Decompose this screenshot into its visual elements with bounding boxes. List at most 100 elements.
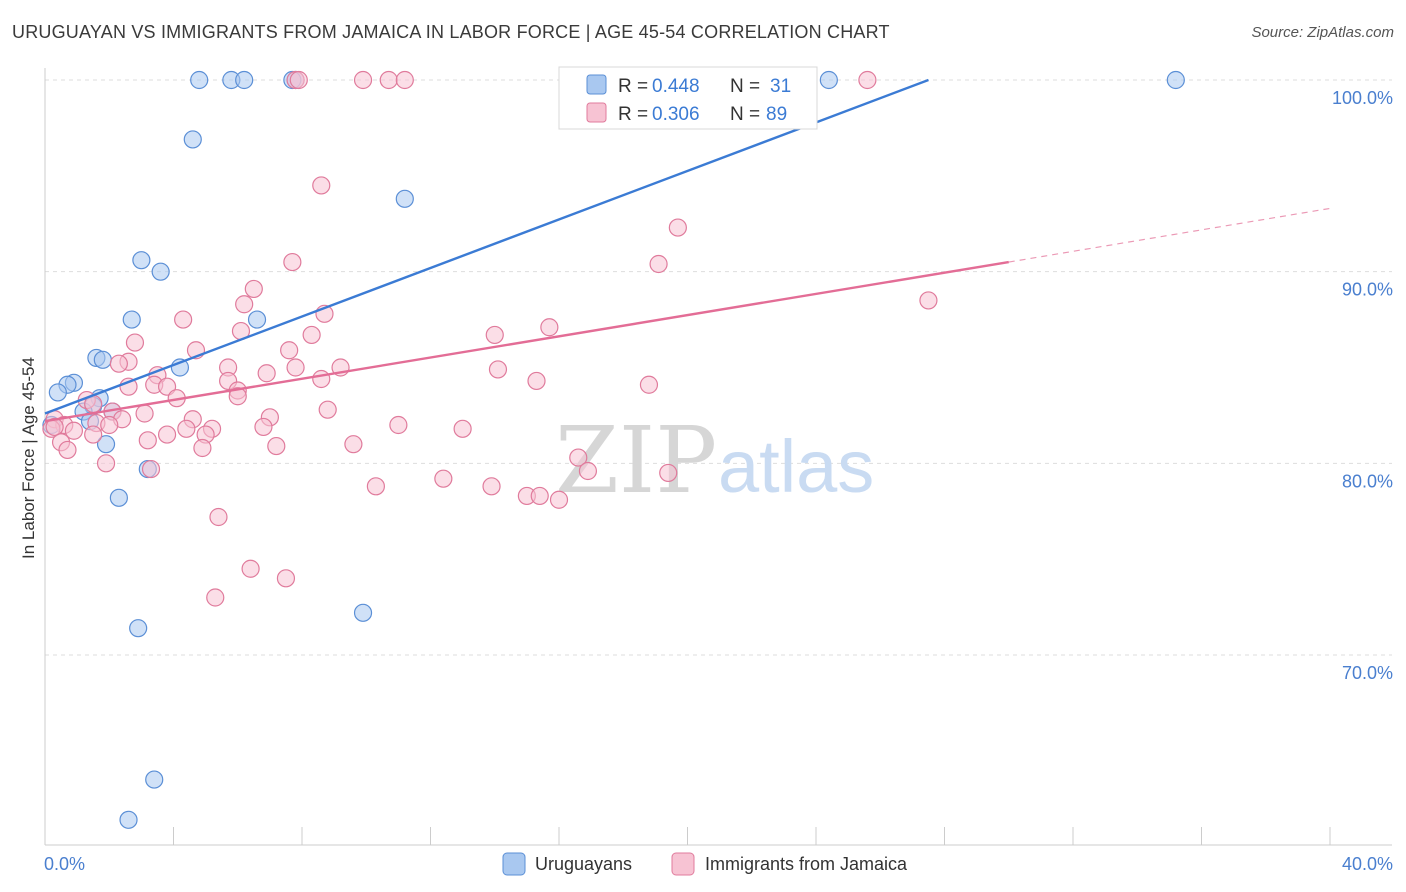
y-tick-label-3: 100.0% xyxy=(1332,88,1393,108)
point-s1-3 xyxy=(379,70,398,90)
chart-source: Source: ZipAtlas.com xyxy=(1251,24,1394,41)
legend-n-label-2: N = xyxy=(730,104,760,125)
point-s0-7 xyxy=(183,130,202,149)
point-s1-27 xyxy=(488,360,508,379)
point-s1-1 xyxy=(289,70,308,90)
axes xyxy=(44,68,1392,846)
point-s1-14 xyxy=(174,310,193,329)
point-s1-58 xyxy=(389,415,408,435)
point-s0-18 xyxy=(48,383,67,402)
point-s1-25 xyxy=(286,358,305,377)
point-s0-0 xyxy=(190,70,209,90)
point-s0-5 xyxy=(819,70,838,90)
legend-r-label-2: R = xyxy=(618,104,648,125)
point-s0-9 xyxy=(132,251,151,270)
series-points-1 xyxy=(42,70,938,607)
series-legend-label-uruguayans: Uruguayans xyxy=(535,854,632,874)
point-s1-9 xyxy=(649,254,668,274)
x-tick-label-1: 40.0% xyxy=(1342,854,1393,874)
point-s1-2 xyxy=(353,70,373,90)
gridlines xyxy=(45,79,1392,656)
y-tick-label-1: 80.0% xyxy=(1342,471,1393,491)
point-s1-23 xyxy=(109,354,128,373)
correlation-legend: R = 0.448 N = 31 R = 0.306 N = 89 xyxy=(558,66,818,130)
point-s0-25 xyxy=(96,435,116,454)
point-s1-67 xyxy=(267,436,286,456)
point-s1-6 xyxy=(312,176,331,195)
legend-r-value-1: 0.448 xyxy=(652,76,700,97)
point-s0-29 xyxy=(129,619,148,638)
point-s1-55 xyxy=(177,419,196,438)
point-s1-65 xyxy=(344,435,363,454)
trend-lines xyxy=(44,78,1331,423)
scatter-points xyxy=(42,70,1185,829)
point-s1-60 xyxy=(157,425,177,444)
point-s1-73 xyxy=(659,463,678,483)
point-s0-2 xyxy=(235,70,254,90)
point-s0-28 xyxy=(353,603,373,622)
point-s1-75 xyxy=(366,477,385,496)
series-legend: Uruguayans Immigrants from Jamaica xyxy=(502,852,908,876)
point-s1-70 xyxy=(569,448,588,467)
point-s1-33 xyxy=(639,375,659,394)
point-s1-82 xyxy=(276,569,296,588)
legend-swatch-jamaica xyxy=(586,102,607,123)
point-s1-64 xyxy=(138,431,157,450)
point-s1-76 xyxy=(482,477,501,496)
point-s1-72 xyxy=(578,461,598,481)
legend-n-value-1: 31 xyxy=(770,76,791,97)
point-s1-18 xyxy=(302,325,321,345)
point-s1-8 xyxy=(283,252,302,272)
watermark-atlas: atlas xyxy=(718,425,874,508)
point-s0-8 xyxy=(395,189,414,208)
point-s1-68 xyxy=(58,440,77,460)
point-s1-42 xyxy=(318,400,337,419)
point-s1-71 xyxy=(141,459,161,479)
point-s0-27 xyxy=(109,488,128,507)
point-s0-6 xyxy=(1166,70,1185,90)
point-s1-38 xyxy=(228,387,247,406)
x-tick-label-0: 0.0% xyxy=(44,854,85,874)
trend-line-1 xyxy=(44,260,1009,423)
point-s1-12 xyxy=(235,295,254,314)
point-s0-12 xyxy=(247,310,267,329)
point-s1-11 xyxy=(244,279,263,299)
point-s1-5 xyxy=(858,70,877,90)
legend-n-value-2: 89 xyxy=(766,104,787,125)
point-s1-17 xyxy=(485,325,504,345)
point-s1-10 xyxy=(919,291,938,310)
point-s1-78 xyxy=(530,486,549,506)
point-s1-57 xyxy=(254,417,273,437)
point-s1-79 xyxy=(549,490,569,509)
point-s0-31 xyxy=(119,810,138,829)
point-s1-44 xyxy=(135,404,154,423)
y-axis-title: In Labor Force | Age 45-54 xyxy=(19,357,38,559)
point-s1-80 xyxy=(209,507,228,527)
point-s1-21 xyxy=(280,341,299,360)
series-legend-label-jamaica: Immigrants from Jamaica xyxy=(705,854,908,874)
legend-n-label-1: N = xyxy=(730,76,760,97)
point-s0-11 xyxy=(122,310,141,329)
point-s1-15 xyxy=(540,318,559,337)
point-s1-19 xyxy=(125,333,145,352)
trend-line-0 xyxy=(44,78,929,415)
legend-r-label-1: R = xyxy=(618,76,648,97)
series-legend-swatch-jamaica xyxy=(671,852,695,876)
point-s1-7 xyxy=(668,218,687,237)
legend-swatch-uruguayans xyxy=(586,74,607,95)
legend-r-value-2: 0.306 xyxy=(652,104,700,125)
point-s1-62 xyxy=(84,425,103,444)
trend-line-ext-1 xyxy=(1008,207,1331,263)
point-s1-74 xyxy=(434,469,453,488)
tick-labels: 70.0% 80.0% 90.0% 100.0% 0.0% 40.0% xyxy=(44,88,1393,874)
series-legend-swatch-uruguayans xyxy=(502,852,526,876)
point-s1-51 xyxy=(100,415,119,435)
watermark: ZIP atlas xyxy=(555,407,874,514)
point-s1-59 xyxy=(453,419,472,438)
point-s0-14 xyxy=(93,350,112,369)
point-s1-4 xyxy=(395,70,414,90)
point-s0-10 xyxy=(151,262,170,281)
point-s1-81 xyxy=(241,559,260,578)
point-s1-83 xyxy=(206,588,225,607)
